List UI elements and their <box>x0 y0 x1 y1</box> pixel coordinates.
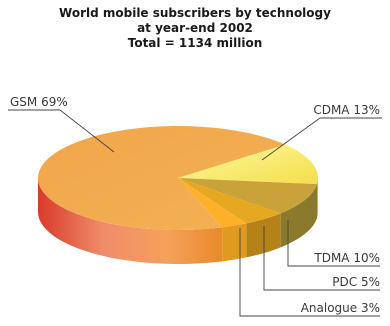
pie-slices <box>38 126 318 264</box>
pie-slice-side-cdma <box>317 178 318 219</box>
slice-label-pdc: PDC 5% <box>332 275 380 289</box>
slice-label-cdma: CDMA 13% <box>313 103 380 117</box>
slice-label-gsm: GSM 69% <box>10 95 68 109</box>
leader-line-analogue <box>239 228 380 317</box>
pie-slice-tdma <box>178 178 318 214</box>
chart-title-line-1: World mobile subscribers by technology <box>59 6 331 20</box>
pie-leader-lines <box>8 109 382 317</box>
chart-title-line-2: at year-end 2002 <box>137 21 253 35</box>
pie-labels: GSM 69% CDMA 13% TDMA 10% PDC 5% Analogue 3% <box>10 95 380 315</box>
pie-slice-pdc <box>178 178 281 224</box>
slice-label-analogue: Analogue 3% <box>301 301 380 315</box>
pie-slice-analogue <box>178 178 247 228</box>
pie-slice-side-tdma <box>280 184 318 248</box>
pie-slice-side-analogue <box>222 223 247 262</box>
pie-slice-gsm <box>38 126 286 230</box>
pie-slice-side-pdc <box>246 213 281 258</box>
leader-line-tdma <box>287 220 380 267</box>
slice-label-tdma: TDMA 10% <box>313 251 380 265</box>
leader-line-cdma <box>261 117 321 161</box>
pie-slice-side-gsm <box>38 178 223 264</box>
pie-slice-cdma <box>178 144 318 185</box>
chart-title: World mobile subscribers by technology a… <box>0 6 390 51</box>
leader-line-pdc <box>263 226 380 291</box>
leader-line-gsm <box>59 109 115 153</box>
chart-title-line-3: Total = 1134 million <box>127 36 263 50</box>
